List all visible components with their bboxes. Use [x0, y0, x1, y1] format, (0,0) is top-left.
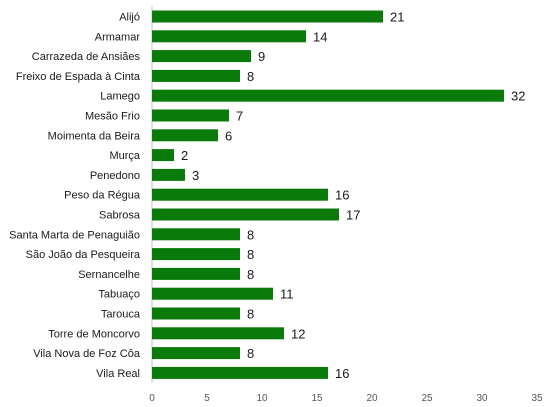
value-label: 8	[247, 267, 254, 282]
category-label: Santa Marta de Penaguião	[9, 229, 140, 241]
x-tick-label: 35	[531, 393, 543, 404]
x-tick-label: 25	[421, 393, 433, 404]
category-label: Vila Real	[96, 368, 140, 380]
value-label: 9	[258, 49, 265, 64]
bar	[152, 50, 251, 63]
value-label: 32	[511, 89, 525, 104]
category-label: Tabuaço	[98, 289, 140, 301]
value-label: 21	[390, 10, 404, 25]
value-label: 12	[291, 326, 305, 341]
bar	[152, 267, 240, 280]
x-tick-label: 20	[366, 393, 378, 404]
category-label: Armamar	[95, 31, 141, 43]
x-tick-label: 30	[476, 393, 488, 404]
bar	[152, 188, 328, 201]
value-label: 16	[335, 366, 349, 381]
value-label: 8	[247, 346, 254, 361]
bar	[152, 327, 284, 340]
value-label: 17	[346, 208, 360, 223]
bar	[152, 287, 273, 300]
x-tick-label: 15	[311, 393, 323, 404]
bar	[152, 208, 339, 221]
bar	[152, 228, 240, 241]
category-label: Carrazeda de Ansiães	[32, 51, 141, 63]
category-label: Lamego	[100, 91, 140, 103]
category-label: Moimenta da Beira	[48, 130, 141, 142]
x-tick-label: 5	[204, 393, 210, 404]
x-tick-label: 0	[149, 393, 155, 404]
bar	[152, 366, 328, 379]
bars-group	[152, 10, 504, 379]
category-label: Tarouca	[101, 309, 141, 321]
value-label: 8	[247, 227, 254, 242]
category-label: Sernancelhe	[78, 269, 140, 281]
category-label: Penedono	[90, 170, 140, 182]
value-label: 16	[335, 188, 349, 203]
category-label: Vila Nova de Foz Côa	[33, 348, 141, 360]
category-label: São João da Pesqueira	[26, 249, 141, 261]
bar	[152, 89, 504, 102]
category-label: Alijó	[119, 12, 140, 24]
bar	[152, 129, 218, 142]
value-label: 11	[280, 287, 294, 302]
bar	[152, 30, 306, 43]
value-label: 2	[181, 148, 188, 163]
bar	[152, 109, 229, 122]
value-label: 14	[313, 29, 327, 44]
category-label: Freixo de Espada à Cinta	[16, 71, 141, 83]
bar	[152, 10, 383, 23]
bar	[152, 347, 240, 360]
category-label: Murça	[109, 150, 140, 162]
x-tick-label: 10	[256, 393, 268, 404]
bar	[152, 307, 240, 320]
value-label: 6	[225, 128, 232, 143]
x-axis: 0 5 10 15 20 25 30 35	[149, 393, 543, 404]
category-label: Sabrosa	[99, 210, 141, 222]
category-label: Mesão Frio	[85, 111, 140, 123]
category-labels: Alijó Armamar Carrazeda de Ansiães Freixo d…	[9, 12, 141, 380]
bar	[152, 168, 185, 181]
bar	[152, 248, 240, 261]
bar	[152, 149, 174, 162]
bar	[152, 69, 240, 82]
value-label: 8	[247, 247, 254, 262]
value-label: 3	[192, 168, 199, 183]
category-label: Torre de Moncorvo	[48, 328, 140, 340]
value-label: 7	[236, 109, 243, 124]
value-label: 8	[247, 69, 254, 84]
value-label: 8	[247, 307, 254, 322]
category-label: Peso da Régua	[64, 190, 141, 202]
